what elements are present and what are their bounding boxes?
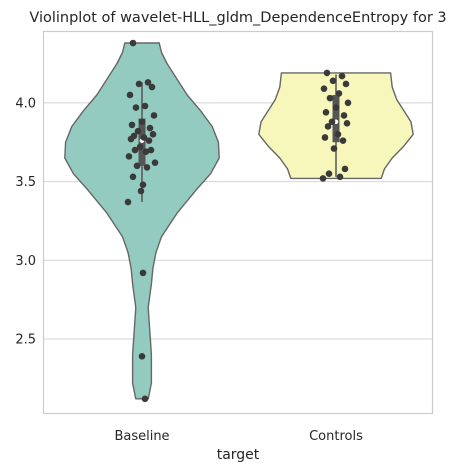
data-point bbox=[323, 69, 331, 77]
data-point bbox=[328, 118, 336, 126]
data-point bbox=[139, 181, 147, 189]
data-point bbox=[338, 72, 346, 80]
data-point bbox=[128, 121, 136, 129]
chart-title: Violinplot of wavelet-HLL_gldm_Dependenc… bbox=[29, 10, 446, 26]
data-point bbox=[324, 123, 332, 130]
data-point bbox=[133, 162, 141, 170]
data-point bbox=[134, 127, 142, 135]
data-point bbox=[139, 269, 147, 277]
data-point bbox=[143, 164, 151, 171]
data-point bbox=[149, 131, 157, 138]
data-point bbox=[138, 353, 146, 360]
y-tick-label: 3.0 bbox=[15, 254, 36, 269]
y-tick-label: 2.5 bbox=[15, 333, 36, 348]
data-point bbox=[140, 134, 148, 141]
violin-controls bbox=[258, 69, 414, 182]
data-point bbox=[341, 165, 349, 173]
x-axis-label: target bbox=[217, 447, 260, 463]
data-point bbox=[126, 91, 134, 99]
data-point bbox=[127, 135, 135, 143]
data-point bbox=[124, 198, 132, 206]
data-point bbox=[141, 395, 149, 403]
data-point bbox=[141, 102, 149, 110]
y-tick-label: 4.0 bbox=[15, 96, 36, 111]
data-point bbox=[334, 131, 342, 138]
data-point bbox=[330, 145, 338, 152]
violin-body bbox=[64, 42, 220, 400]
y-tick-label: 3.5 bbox=[15, 175, 36, 190]
data-point bbox=[129, 39, 137, 47]
x-tick-label: Controls bbox=[309, 429, 363, 444]
data-point bbox=[339, 137, 347, 144]
data-point bbox=[146, 124, 154, 132]
data-point bbox=[137, 187, 145, 195]
data-point bbox=[343, 120, 351, 127]
data-point bbox=[340, 112, 348, 119]
data-point bbox=[326, 94, 334, 102]
data-point bbox=[325, 170, 333, 177]
violins bbox=[64, 39, 414, 403]
data-point bbox=[342, 80, 350, 88]
data-point bbox=[148, 83, 156, 91]
data-point bbox=[151, 159, 159, 166]
data-point bbox=[336, 173, 344, 181]
data-point bbox=[131, 146, 139, 154]
data-point bbox=[136, 143, 144, 151]
data-point bbox=[321, 134, 329, 141]
data-point bbox=[144, 79, 152, 86]
x-tick-label: Baseline bbox=[114, 429, 169, 444]
data-point bbox=[142, 148, 150, 155]
data-point bbox=[150, 112, 158, 119]
data-point bbox=[125, 153, 133, 160]
x-tick-labels: Baseline Controls bbox=[114, 429, 363, 444]
data-point bbox=[335, 90, 343, 97]
data-point bbox=[147, 146, 155, 154]
data-point bbox=[135, 80, 143, 88]
data-point bbox=[332, 104, 340, 111]
violin-baseline bbox=[64, 39, 220, 403]
data-point bbox=[320, 85, 328, 92]
y-tick-labels: 2.5 3.0 3.5 4.0 bbox=[15, 96, 36, 347]
data-point bbox=[329, 77, 337, 85]
data-point bbox=[138, 118, 146, 126]
data-point bbox=[132, 104, 140, 111]
data-point bbox=[322, 108, 330, 116]
data-point bbox=[145, 137, 153, 144]
data-point bbox=[344, 99, 352, 107]
data-point bbox=[129, 173, 137, 181]
data-point bbox=[319, 175, 327, 182]
